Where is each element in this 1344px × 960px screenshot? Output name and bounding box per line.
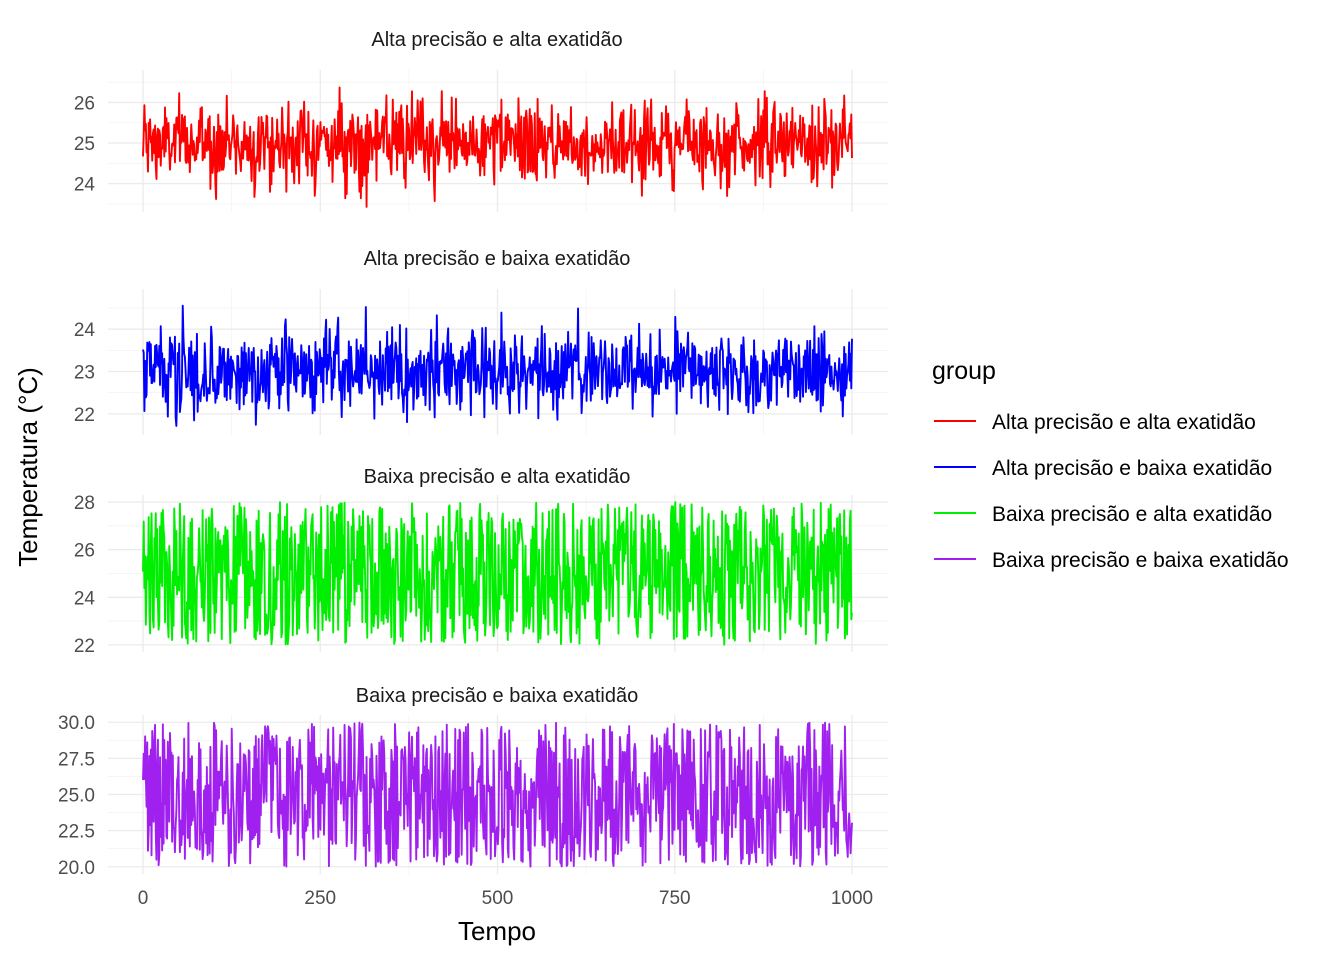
y-tick-label: 24	[74, 588, 96, 609]
legend: group Alta precisão e alta exatidãoAlta …	[932, 357, 1289, 572]
y-tick-label: 25.0	[58, 786, 95, 807]
y-tick-label: 27.5	[58, 749, 95, 770]
legend-label: Baixa precisão e baixa exatidão	[992, 549, 1289, 572]
y-tick-label: 20.0	[58, 858, 95, 879]
y-tick-label: 24	[74, 175, 96, 196]
legend-item: Baixa precisão e baixa exatidão	[934, 549, 1289, 572]
y-tick-label: 30.0	[58, 713, 95, 734]
legend-label: Baixa precisão e alta exatidão	[992, 503, 1272, 526]
series-line	[142, 501, 853, 646]
legend-label: Alta precisão e baixa exatidão	[992, 457, 1272, 480]
series-line	[142, 304, 853, 427]
y-tick-label: 23	[74, 363, 95, 384]
y-tick-label: 22	[74, 405, 95, 426]
y-tick-label: 26	[74, 541, 95, 562]
strip-title: Baixa precisão e baixa exatidão	[356, 685, 638, 707]
y-tick-label: 28	[74, 493, 95, 514]
panel-2: 22 23 24 Alta precisão e baixa exatidão	[74, 248, 888, 435]
series-line	[142, 86, 853, 208]
panel-1: 24 25 26 Alta precisão e alta exatidão	[74, 29, 888, 212]
y-tick-label: 22	[74, 636, 95, 657]
y-tick-label: 26	[74, 93, 95, 114]
panel-3: 22 24 26 28 Baixa precisão e alta exatidão	[74, 466, 888, 657]
x-tick-label: 750	[659, 888, 691, 909]
x-tick-label: 1000	[831, 888, 873, 909]
series-line	[142, 721, 853, 868]
legend-item: Alta precisão e alta exatidão	[934, 411, 1256, 434]
x-tick-label: 250	[304, 888, 336, 909]
y-tick-label: 24	[74, 320, 96, 341]
legend-items: Alta precisão e alta exatidão Alta precis…	[934, 411, 1289, 572]
legend-title: group	[932, 357, 996, 385]
legend-item: Alta precisão e baixa exatidão	[934, 457, 1272, 480]
y-tick-label: 22.5	[58, 822, 95, 843]
legend-label: Alta precisão e alta exatidão	[992, 411, 1256, 434]
strip-title: Baixa precisão e alta exatidão	[364, 466, 631, 488]
y-axis-title: Temperatura (°C)	[13, 367, 43, 567]
x-axis-title: Tempo	[458, 916, 536, 946]
x-axis: 0 250 500 750 1000	[138, 888, 873, 909]
strip-title: Alta precisão e alta exatidão	[371, 29, 622, 51]
strip-title: Alta precisão e baixa exatidão	[364, 248, 631, 270]
x-tick-label: 0	[138, 888, 149, 909]
y-tick-label: 25	[74, 134, 95, 155]
legend-item: Baixa precisão e alta exatidão	[934, 503, 1272, 526]
panel-4: 20.0 22.5 25.0 27.5 30.0 Baixa precisão e bai…	[58, 685, 888, 879]
x-tick-label: 500	[482, 888, 514, 909]
